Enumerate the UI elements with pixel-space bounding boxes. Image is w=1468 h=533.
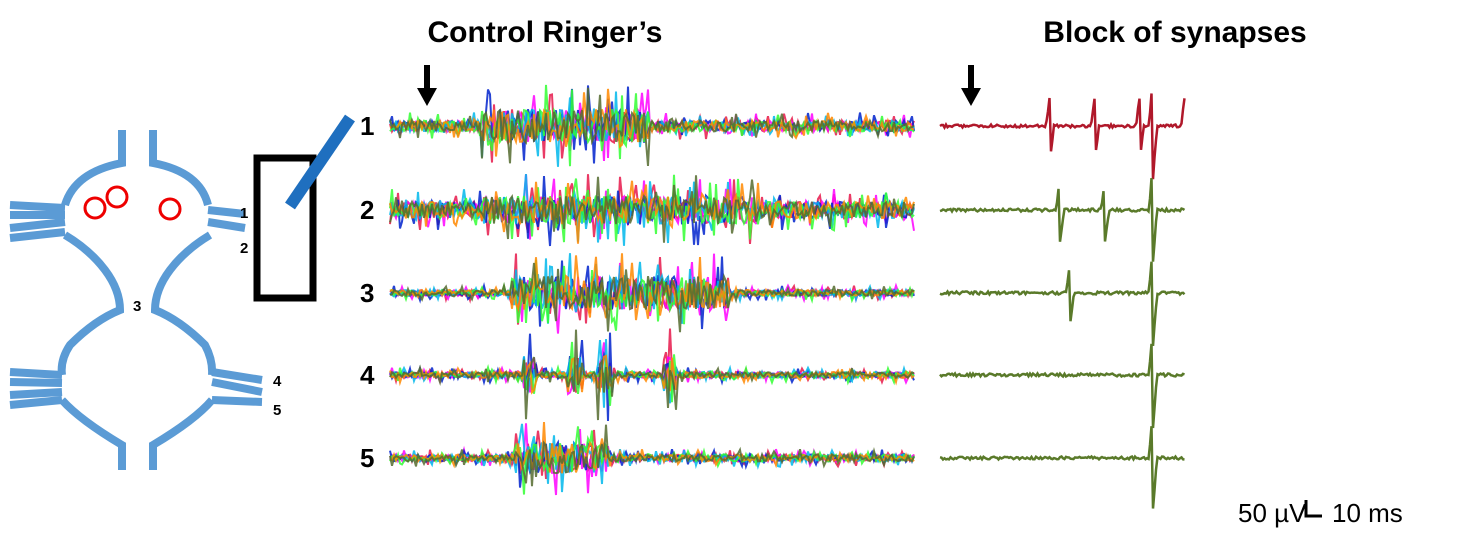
panel-title: Control Ringer’s [427,16,662,49]
trace-label: 2 [360,195,374,225]
nerve-label: 3 [133,298,141,315]
trace-label: 5 [360,443,374,473]
nerve-label: 2 [240,240,248,257]
trace [389,328,915,393]
trace [389,342,915,396]
nerve-label: 1 [240,205,248,222]
stimulus-arrow [961,65,981,106]
scale-bar [1304,500,1322,518]
trace-label: 3 [360,278,374,308]
row-labels: 1 2 3 4 5 [360,111,375,473]
trace [389,180,915,244]
ganglion-diagram [9,114,355,470]
scale-time: 10 ms [1332,498,1403,528]
trace [939,93,1186,180]
trace [389,87,915,166]
traces [389,84,1186,509]
trace [389,421,915,474]
trace [389,439,915,488]
panel-title: Block of synapses [1043,16,1306,49]
trace [389,262,915,333]
trace [939,426,1185,509]
scale-voltage: 50 µV [1238,498,1307,528]
trace [939,261,1186,346]
trace [389,175,915,243]
stimulus-arrow [417,65,437,106]
trace [939,343,1185,429]
trace [389,88,915,157]
trace [389,424,915,487]
trace-label: 1 [360,111,374,141]
trace [389,329,915,421]
nerve-label: 4 [273,373,282,390]
nerve-label: 5 [273,402,281,419]
trace-label: 4 [360,360,375,390]
trace [939,178,1186,262]
